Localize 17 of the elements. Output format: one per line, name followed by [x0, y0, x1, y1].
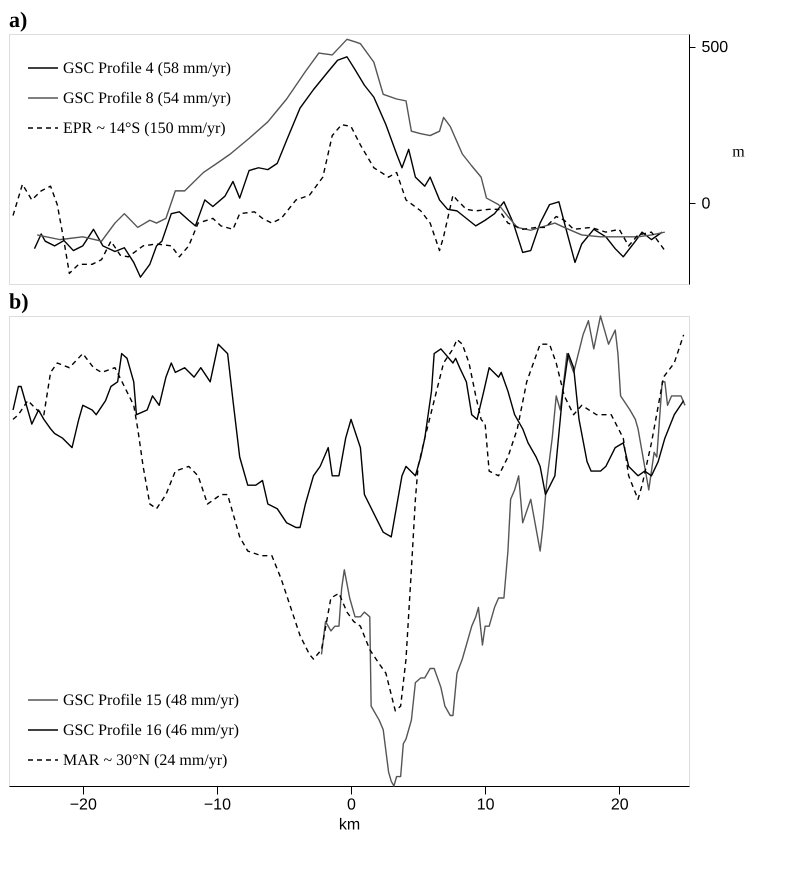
legend-label: EPR ~ 14°S (150 mm/yr) [63, 120, 226, 137]
x-tick-label: −20 [70, 796, 97, 814]
chart-title: a) [9, 7, 28, 32]
legend-label: GSC Profile 15 (48 mm/yr) [63, 692, 239, 709]
line-series [36, 38, 666, 242]
x-tick-label: 20 [610, 796, 629, 814]
legend-label: GSC Profile 16 (46 mm/yr) [63, 722, 239, 739]
chart-title: b) [9, 288, 29, 314]
x-tick-label: 10 [476, 796, 495, 814]
x-axis-title: km [338, 816, 360, 834]
x-tick-label: 0 [347, 796, 356, 814]
legend-label: MAR ~ 30°N (24 mm/yr) [63, 752, 228, 769]
y-axis-title: m [732, 144, 746, 160]
legend-label: GSC Profile 4 (58 mm/yr) [63, 60, 231, 77]
y-tick-label: 500 [702, 39, 728, 56]
legend-label: GSC Profile 8 (54 mm/yr) [63, 90, 231, 107]
x-tick-label: −10 [204, 796, 232, 814]
